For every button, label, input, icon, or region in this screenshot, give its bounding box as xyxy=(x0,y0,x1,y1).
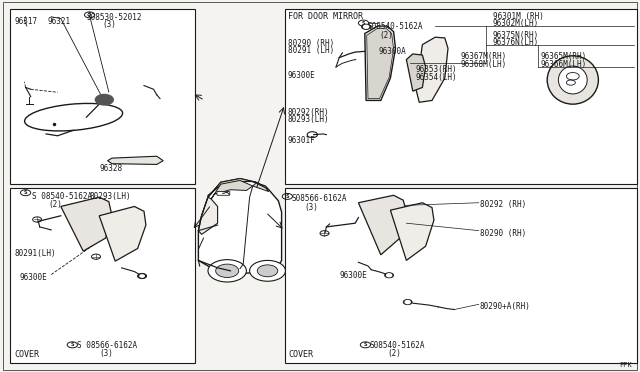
Ellipse shape xyxy=(547,56,598,104)
Circle shape xyxy=(403,299,412,305)
Text: 96375N(RH): 96375N(RH) xyxy=(493,31,539,39)
Text: 96301M (RH): 96301M (RH) xyxy=(493,12,543,21)
Text: (3): (3) xyxy=(102,20,116,29)
Circle shape xyxy=(138,273,147,279)
Ellipse shape xyxy=(558,66,588,94)
Text: (3): (3) xyxy=(99,349,113,358)
Circle shape xyxy=(208,260,246,282)
Circle shape xyxy=(216,264,239,278)
Circle shape xyxy=(385,273,394,278)
Text: FOR DOOR MIRROR: FOR DOOR MIRROR xyxy=(288,12,363,21)
Text: S 08540-5162A: S 08540-5162A xyxy=(32,192,92,201)
Text: S08530-52012: S08530-52012 xyxy=(86,13,142,22)
Text: 80293(LH): 80293(LH) xyxy=(288,115,330,124)
Circle shape xyxy=(405,301,410,304)
Polygon shape xyxy=(253,183,269,192)
Text: S: S xyxy=(88,12,92,17)
Text: S: S xyxy=(285,194,289,199)
Text: 96302M(LH): 96302M(LH) xyxy=(493,19,539,28)
Polygon shape xyxy=(211,180,253,199)
Text: 80290 (RH): 80290 (RH) xyxy=(480,229,526,238)
Polygon shape xyxy=(358,195,406,255)
Text: S08566-6162A: S08566-6162A xyxy=(292,194,348,203)
Text: S: S xyxy=(24,190,28,195)
Text: 80290 (RH): 80290 (RH) xyxy=(288,39,334,48)
Text: (2): (2) xyxy=(379,31,393,39)
Text: 96353(RH): 96353(RH) xyxy=(416,65,458,74)
Text: S: S xyxy=(70,342,74,347)
Text: COVER: COVER xyxy=(14,350,39,359)
Circle shape xyxy=(95,94,113,105)
Polygon shape xyxy=(390,203,434,260)
Text: (2): (2) xyxy=(48,200,62,209)
Text: 80292 (RH): 80292 (RH) xyxy=(480,200,526,209)
Text: 80293(LH): 80293(LH) xyxy=(90,192,131,201)
Polygon shape xyxy=(365,26,396,100)
Text: 96301F: 96301F xyxy=(288,136,316,145)
Polygon shape xyxy=(406,54,426,91)
Bar xyxy=(10,188,195,363)
Text: 80291(LH): 80291(LH) xyxy=(14,249,56,258)
Circle shape xyxy=(257,265,278,277)
Circle shape xyxy=(250,260,285,281)
Circle shape xyxy=(362,24,371,29)
Text: 96300E: 96300E xyxy=(288,71,316,80)
Text: S 08566-6162A: S 08566-6162A xyxy=(77,341,137,350)
FancyBboxPatch shape xyxy=(217,192,230,195)
Polygon shape xyxy=(61,197,112,251)
Polygon shape xyxy=(416,37,448,102)
Text: 96366M(LH): 96366M(LH) xyxy=(541,60,587,68)
Circle shape xyxy=(364,25,369,28)
Text: 96328: 96328 xyxy=(99,164,122,173)
Text: 96317: 96317 xyxy=(14,17,37,26)
Text: 96365M(RH): 96365M(RH) xyxy=(541,52,587,61)
Polygon shape xyxy=(208,179,269,197)
Text: S: S xyxy=(364,342,367,347)
Text: 96354(LH): 96354(LH) xyxy=(416,73,458,81)
Text: 96376N(LH): 96376N(LH) xyxy=(493,38,539,47)
Text: S: S xyxy=(362,20,365,26)
Text: COVER: COVER xyxy=(288,350,313,359)
Polygon shape xyxy=(198,179,282,273)
Text: FPK: FPK xyxy=(620,362,632,368)
Bar xyxy=(10,9,195,184)
Text: 80292(RH): 80292(RH) xyxy=(288,108,330,117)
Text: 96321: 96321 xyxy=(48,17,71,26)
Polygon shape xyxy=(99,206,146,261)
Polygon shape xyxy=(198,197,218,234)
Text: (2): (2) xyxy=(387,349,401,358)
Text: 96300E: 96300E xyxy=(339,271,367,280)
Circle shape xyxy=(387,274,392,277)
Bar xyxy=(285,9,637,184)
Text: 96300A: 96300A xyxy=(379,46,406,55)
Text: 80291 (LH): 80291 (LH) xyxy=(288,46,334,55)
Text: 96368M(LH): 96368M(LH) xyxy=(461,60,507,68)
Text: (3): (3) xyxy=(305,203,319,212)
Text: 96367M(RH): 96367M(RH) xyxy=(461,52,507,61)
Text: 80290+A(RH): 80290+A(RH) xyxy=(480,302,531,311)
Circle shape xyxy=(140,275,145,278)
Text: S08540-5162A: S08540-5162A xyxy=(368,22,424,31)
Text: 96300E: 96300E xyxy=(19,273,47,282)
Ellipse shape xyxy=(24,103,123,131)
Polygon shape xyxy=(108,156,163,164)
Bar xyxy=(285,188,637,363)
Text: S08540-5162A: S08540-5162A xyxy=(370,341,426,350)
Polygon shape xyxy=(367,28,394,99)
